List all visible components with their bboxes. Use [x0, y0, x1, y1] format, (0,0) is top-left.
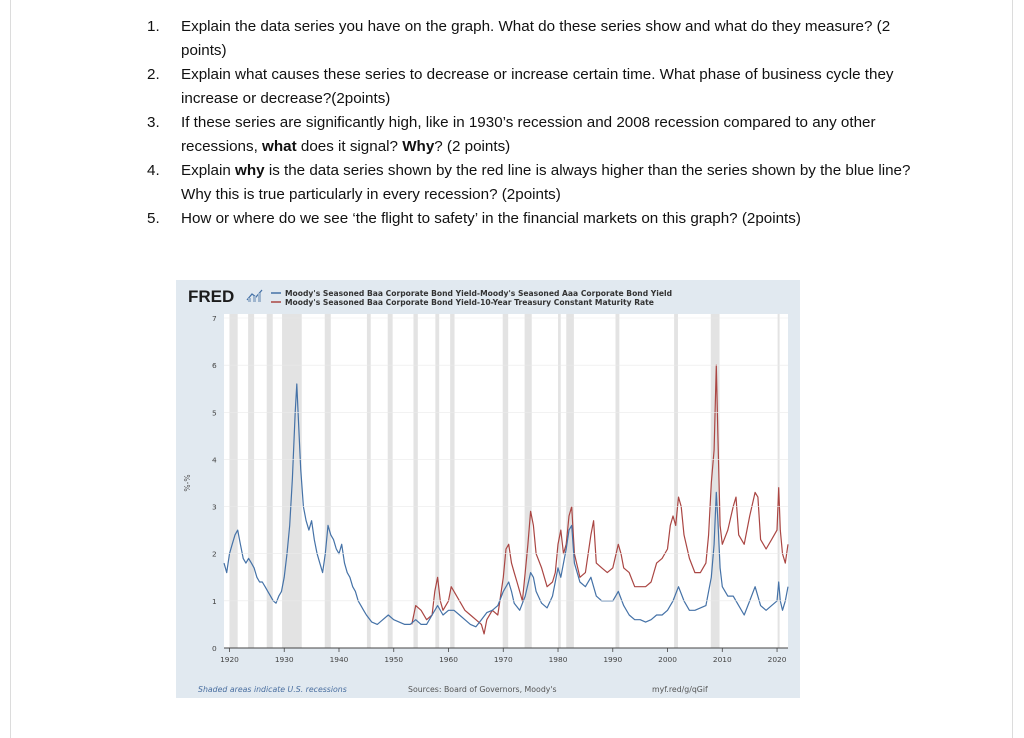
question-text: How or where do we see ‘the flight to sa… — [181, 210, 801, 227]
recession-band — [566, 314, 574, 648]
x-tick-label: 1990 — [603, 655, 622, 664]
question-emphasis: what — [262, 138, 297, 155]
question-number: 2. — [147, 66, 160, 83]
x-tick-label: 1940 — [330, 655, 349, 664]
sources-note: Sources: Board of Governors, Moody's — [408, 685, 557, 694]
series-lines — [223, 364, 789, 635]
question-text: is the data series shown by the red line… — [181, 162, 911, 203]
x-tick-label: 2010 — [713, 655, 732, 664]
recession-band — [615, 314, 620, 648]
series-line — [223, 383, 789, 628]
fred-logo: FRED — [188, 287, 263, 306]
question-text: Explain — [181, 162, 236, 179]
legend-label: Moody's Seasoned Baa Corporate Bond Yiel… — [285, 289, 672, 298]
question-text: ? (2 points) — [434, 138, 511, 155]
question-text: Explain what causes these series to decr… — [181, 66, 894, 107]
question-list: 1. Explain the data series you have on th… — [145, 15, 935, 231]
question-item: 1. Explain the data series you have on th… — [145, 15, 935, 63]
question-text: does it signal? — [296, 138, 403, 155]
recession-note: Shaded areas indicate U.S. recessions — [198, 685, 347, 694]
recession-band — [229, 314, 238, 648]
chart-svg: FRED Moody's Seasoned Baa Corporate Bond… — [183, 287, 789, 694]
x-tick-label: 1970 — [494, 655, 513, 664]
recession-band — [674, 314, 678, 648]
x-tick-label: 1950 — [384, 655, 403, 664]
question-emphasis: why — [235, 162, 265, 179]
series-line — [411, 364, 789, 635]
x-tick-label: 2020 — [768, 655, 787, 664]
page-edge-right — [1012, 0, 1013, 738]
y-tick-label: 0 — [212, 644, 217, 653]
recession-band — [248, 314, 255, 648]
question-item: 5. How or where do we see ‘the flight to … — [145, 207, 935, 231]
recession-band — [524, 314, 532, 648]
chart-legend: Moody's Seasoned Baa Corporate Bond Yiel… — [271, 289, 672, 307]
question-text: Explain the data series you have on the … — [181, 18, 891, 59]
page-edge-left — [10, 0, 11, 738]
question-number: 3. — [147, 114, 160, 131]
fred-logo-bar-icon — [253, 296, 256, 302]
fred-logo-text: FRED — [188, 287, 234, 306]
x-tick-label: 1930 — [275, 655, 294, 664]
recession-band — [558, 314, 561, 648]
short-url: myf.red/g/qGif — [652, 685, 708, 694]
question-item: 3. If these series are significantly high… — [145, 111, 935, 159]
question-text: If these series are significantly high, … — [181, 114, 876, 155]
y-tick-label: 5 — [212, 408, 217, 417]
x-tick-label: 1920 — [220, 655, 239, 664]
recession-band — [710, 314, 720, 648]
fred-chart: FRED Moody's Seasoned Baa Corporate Bond… — [176, 280, 800, 698]
recession-band — [324, 314, 331, 648]
question-number: 5. — [147, 210, 160, 227]
question-number: 4. — [147, 162, 160, 179]
recession-band — [366, 314, 371, 648]
legend-label: Moody's Seasoned Baa Corporate Bond Yiel… — [285, 298, 654, 307]
recession-band — [387, 314, 393, 648]
recession-band — [502, 314, 509, 648]
fred-logo-bar-icon — [248, 298, 251, 302]
recession-band — [435, 314, 440, 648]
y-tick-label: 7 — [212, 314, 217, 323]
y-tick-label: 3 — [212, 503, 217, 512]
recession-band — [450, 314, 455, 648]
question-number: 1. — [147, 18, 160, 35]
question-item: 2. Explain what causes these series to de… — [145, 63, 935, 111]
fred-logo-bar-icon — [258, 293, 261, 302]
x-tick-label: 1980 — [549, 655, 568, 664]
y-tick-label: 6 — [212, 361, 217, 370]
recession-band — [777, 314, 780, 648]
question-emphasis: Why — [402, 138, 435, 155]
recession-band — [413, 314, 418, 648]
y-tick-label: 1 — [212, 597, 217, 606]
y-axis-label: %-% — [183, 474, 192, 491]
x-tick-label: 1960 — [439, 655, 458, 664]
y-tick-label: 2 — [212, 550, 217, 559]
recession-band — [266, 314, 273, 648]
chart-axes: 0 1 2 3 4 5 6 7 1920 1930 1940 1950 1960 1970 1980 1990… — [183, 314, 788, 664]
question-item: 4. Explain why is the data series shown b… — [145, 159, 935, 207]
x-tick-label: 2000 — [658, 655, 677, 664]
y-tick-label: 4 — [212, 455, 217, 464]
